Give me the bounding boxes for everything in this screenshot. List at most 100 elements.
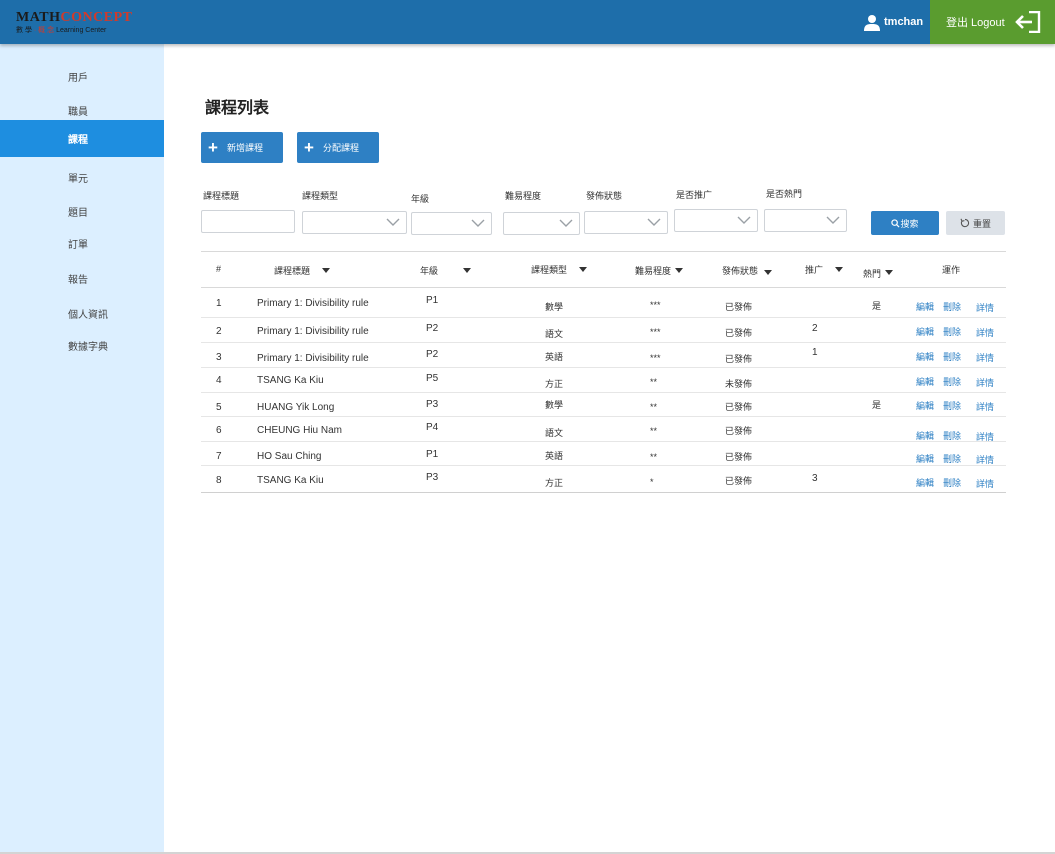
page-title: 課程列表 bbox=[205, 100, 270, 117]
course-type-cell: 方正 bbox=[545, 379, 564, 389]
sidebar: 用戶 職員 課程 單元 題目 訂單 報告 個人資訊 數據字典 bbox=[0, 44, 164, 854]
promote-cell: 1 bbox=[812, 347, 818, 358]
sidebar-item-reports[interactable]: 報告 bbox=[68, 274, 88, 286]
col-header-index: # bbox=[216, 264, 222, 274]
delete-link[interactable]: 刪除 bbox=[943, 454, 962, 464]
delete-link[interactable]: 刪除 bbox=[943, 431, 962, 441]
table-top-border bbox=[201, 251, 1006, 252]
sidebar-item-orders[interactable]: 訂單 bbox=[68, 239, 88, 251]
top-header: MATHCONCEPT 數 學 · 概 念 Learning Center tm… bbox=[0, 0, 1055, 44]
chevron-down-icon bbox=[386, 218, 400, 226]
grade-cell: P2 bbox=[426, 323, 439, 334]
logout-button[interactable]: 登出 Logout bbox=[930, 0, 1055, 44]
course-type-cell: 數學 bbox=[545, 400, 564, 410]
course-title-cell: Primary 1: Divisibility rule bbox=[257, 353, 369, 364]
logout-icon bbox=[1015, 11, 1041, 33]
chevron-down-icon bbox=[471, 219, 485, 227]
reset-button[interactable]: 重置 bbox=[946, 211, 1005, 235]
edit-link[interactable]: 編輯 bbox=[916, 352, 935, 362]
user-icon bbox=[864, 14, 880, 31]
row-index: 3 bbox=[216, 352, 222, 363]
col-header-title[interactable]: 課程標題 bbox=[274, 264, 331, 277]
sort-caret-icon bbox=[579, 267, 588, 272]
math-concept-logo[interactable]: MATHCONCEPT 數 學 · 概 念 Learning Center bbox=[16, 11, 132, 37]
filter-difficulty-select[interactable] bbox=[503, 212, 580, 235]
search-button[interactable]: 搜索 bbox=[871, 211, 939, 235]
sort-caret-icon bbox=[764, 270, 773, 275]
row-divider bbox=[201, 392, 1006, 393]
row-index: 1 bbox=[216, 298, 222, 309]
sidebar-item-questions[interactable]: 題目 bbox=[68, 207, 88, 219]
edit-link[interactable]: 編輯 bbox=[916, 401, 935, 411]
col-header-grade[interactable]: 年級 bbox=[420, 264, 472, 277]
edit-link[interactable]: 編輯 bbox=[916, 454, 935, 464]
chevron-down-icon bbox=[647, 218, 661, 226]
difficulty-cell: * bbox=[650, 477, 654, 487]
filter-type-label: 課程類型 bbox=[302, 191, 339, 201]
row-divider bbox=[201, 342, 1006, 343]
filter-status-select[interactable] bbox=[584, 211, 668, 234]
hot-cell: 是 bbox=[872, 400, 882, 410]
edit-link[interactable]: 編輯 bbox=[916, 431, 935, 441]
detail-link[interactable]: 詳情 bbox=[976, 303, 995, 313]
detail-link[interactable]: 詳情 bbox=[976, 328, 995, 338]
filter-promote-select[interactable] bbox=[674, 209, 758, 232]
delete-link[interactable]: 刪除 bbox=[943, 478, 962, 488]
sidebar-item-data-dictionary[interactable]: 數據字典 bbox=[68, 341, 108, 353]
edit-link[interactable]: 編輯 bbox=[916, 377, 935, 387]
filter-type-select[interactable] bbox=[302, 211, 407, 234]
col-header-status[interactable]: 發佈狀態 bbox=[722, 264, 773, 277]
edit-link[interactable]: 編輯 bbox=[916, 327, 935, 337]
grade-cell: P1 bbox=[426, 449, 439, 460]
current-user[interactable]: tmchan bbox=[864, 12, 923, 32]
detail-link[interactable]: 詳情 bbox=[976, 378, 995, 388]
filter-grade-label: 年級 bbox=[411, 194, 430, 204]
publish-status-cell: 已發佈 bbox=[725, 354, 753, 364]
row-index: 5 bbox=[216, 402, 222, 413]
row-index: 4 bbox=[216, 375, 222, 386]
sidebar-item-courses[interactable]: 課程 bbox=[0, 120, 164, 157]
sidebar-item-staff[interactable]: 職員 bbox=[68, 106, 88, 118]
sort-caret-icon bbox=[675, 268, 684, 273]
sidebar-item-users[interactable]: 用戶 bbox=[68, 72, 88, 84]
edit-link[interactable]: 編輯 bbox=[916, 478, 935, 488]
chevron-down-icon bbox=[826, 216, 840, 224]
col-header-hot[interactable]: 熱門 bbox=[863, 264, 894, 280]
detail-link[interactable]: 詳情 bbox=[976, 353, 995, 363]
add-course-button[interactable]: + 新增課程 bbox=[201, 132, 283, 163]
detail-link[interactable]: 詳情 bbox=[976, 432, 995, 442]
delete-link[interactable]: 刪除 bbox=[943, 302, 962, 312]
col-header-promote[interactable]: 推广 bbox=[805, 263, 844, 276]
col-header-type[interactable]: 課程類型 bbox=[531, 263, 588, 276]
course-type-cell: 英語 bbox=[545, 352, 564, 362]
difficulty-cell: ** bbox=[650, 377, 658, 387]
detail-link[interactable]: 詳情 bbox=[976, 455, 995, 465]
row-divider bbox=[201, 416, 1006, 417]
col-header-difficulty[interactable]: 難易程度 bbox=[635, 264, 684, 277]
sidebar-item-profile[interactable]: 個人資訊 bbox=[68, 309, 108, 321]
sidebar-item-units[interactable]: 單元 bbox=[68, 173, 88, 185]
row-divider bbox=[201, 317, 1006, 318]
filter-hot-select[interactable] bbox=[764, 209, 847, 232]
bottom-divider bbox=[0, 852, 1055, 854]
filter-title-input[interactable] bbox=[201, 210, 295, 233]
sort-caret-icon bbox=[463, 268, 472, 273]
logo-tagline: 數 學 · 概 念 Learning Center bbox=[16, 27, 107, 34]
row-index: 7 bbox=[216, 451, 222, 462]
difficulty-cell: *** bbox=[650, 327, 661, 337]
detail-link[interactable]: 詳情 bbox=[976, 402, 995, 412]
row-divider bbox=[201, 441, 1006, 442]
difficulty-cell: *** bbox=[650, 300, 661, 310]
detail-link[interactable]: 詳情 bbox=[976, 479, 995, 489]
username-label: tmchan bbox=[884, 16, 924, 28]
filter-grade-select[interactable] bbox=[411, 212, 492, 235]
delete-link[interactable]: 刪除 bbox=[943, 377, 962, 387]
row-index: 2 bbox=[216, 326, 222, 337]
delete-link[interactable]: 刪除 bbox=[943, 327, 962, 337]
difficulty-cell: ** bbox=[650, 402, 658, 412]
delete-link[interactable]: 刪除 bbox=[943, 401, 962, 411]
delete-link[interactable]: 刪除 bbox=[943, 352, 962, 362]
edit-link[interactable]: 編輯 bbox=[916, 302, 935, 312]
course-type-cell: 語文 bbox=[545, 428, 564, 438]
assign-course-button[interactable]: + 分配課程 bbox=[297, 132, 379, 163]
